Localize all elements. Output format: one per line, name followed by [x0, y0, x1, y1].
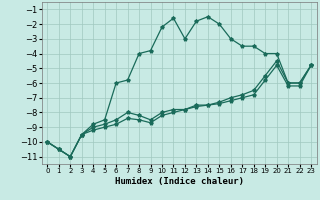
X-axis label: Humidex (Indice chaleur): Humidex (Indice chaleur) — [115, 177, 244, 186]
